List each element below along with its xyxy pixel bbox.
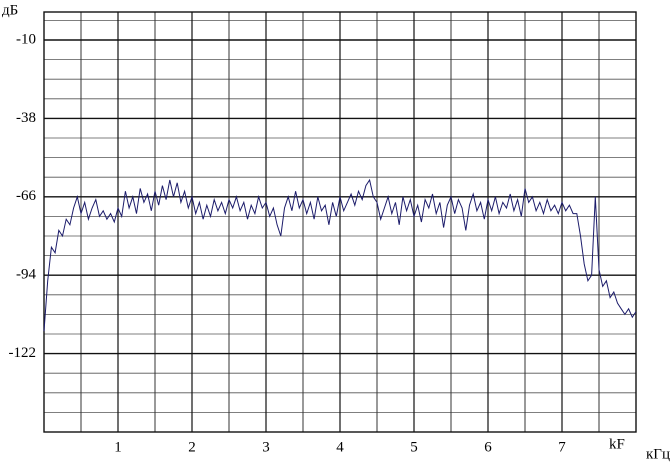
x-tick-label: 4	[336, 439, 344, 455]
y-tick-label: -122	[9, 345, 37, 361]
x-tick-label: 3	[262, 439, 270, 455]
x-tick-label: 2	[188, 439, 196, 455]
y-tick-label: -38	[16, 110, 36, 126]
plot-frame	[43, 11, 637, 433]
x-tick-label: 6	[484, 439, 492, 455]
x-tick-label: 5	[410, 439, 418, 455]
y-axis-label: дБ	[2, 2, 18, 18]
x-tick-label: 7	[558, 439, 566, 455]
spectrum-line	[43, 178, 637, 332]
annotation: kF	[609, 436, 625, 452]
y-tick-label: -94	[16, 267, 36, 283]
x-axis-label: кГц	[646, 446, 670, 462]
x-tick-label: 1	[114, 439, 122, 455]
y-tick-label: -10	[16, 31, 36, 47]
y-tick-label: -66	[16, 188, 36, 204]
